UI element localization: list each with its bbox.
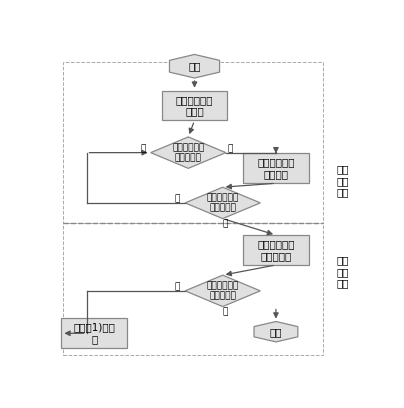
Text: 否: 否 xyxy=(223,308,228,317)
Text: 开始: 开始 xyxy=(188,61,201,71)
FancyBboxPatch shape xyxy=(243,153,309,183)
Text: 是: 是 xyxy=(175,195,180,204)
Text: 否: 否 xyxy=(223,220,228,229)
Polygon shape xyxy=(170,54,220,78)
Text: 主变出线侧电
压是否正常: 主变出线侧电 压是否正常 xyxy=(206,193,239,213)
Text: 告警: 告警 xyxy=(270,327,282,337)
FancyBboxPatch shape xyxy=(243,235,309,265)
Text: 站内
就地
控制: 站内 就地 控制 xyxy=(337,164,349,197)
Polygon shape xyxy=(151,137,226,169)
Text: 否: 否 xyxy=(228,144,233,153)
Text: 投切配网内无
功补偿设备: 投切配网内无 功补偿设备 xyxy=(257,239,295,261)
Text: 配网
协调
控制: 配网 协调 控制 xyxy=(337,255,349,288)
Text: 投切站内无功
补偿设备: 投切站内无功 补偿设备 xyxy=(257,157,295,179)
Text: 是: 是 xyxy=(140,144,145,153)
Text: 转入第1)种情
况: 转入第1)种情 况 xyxy=(74,322,115,344)
Text: 主变出线侧电
压是否正常: 主变出线侧电 压是否正常 xyxy=(172,143,204,162)
Text: 调整主变分接
头档位: 调整主变分接 头档位 xyxy=(176,95,213,116)
FancyBboxPatch shape xyxy=(162,91,227,120)
Polygon shape xyxy=(254,322,298,342)
Polygon shape xyxy=(185,275,260,306)
Polygon shape xyxy=(185,187,260,219)
Text: 是: 是 xyxy=(175,283,180,292)
FancyBboxPatch shape xyxy=(61,318,127,348)
Text: 主变出线侧电
压是否正常: 主变出线侧电 压是否正常 xyxy=(206,281,239,301)
